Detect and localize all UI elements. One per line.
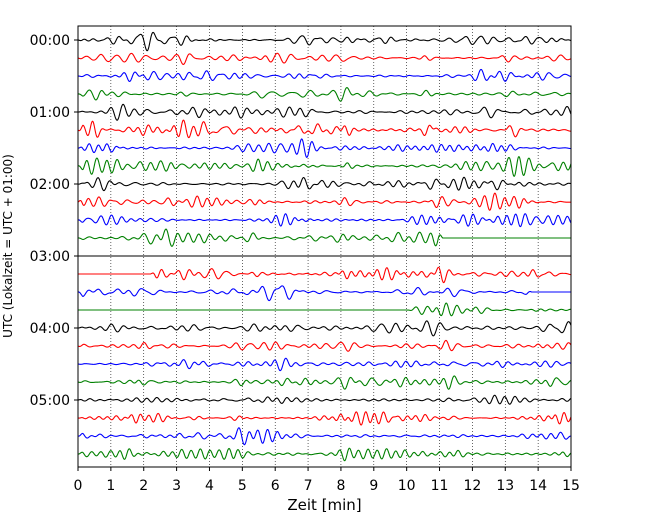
y-axis-label: UTC (Lokalzeit = UTC + 01:00) [1, 154, 15, 338]
x-axis-label: Zeit [min] [287, 496, 361, 514]
x-tick-label-1: 1 [106, 478, 115, 494]
y-tick-label-00:00: 00:00 [30, 33, 70, 49]
trace-13 [77, 266, 572, 284]
x-tick-label-7: 7 [304, 478, 313, 494]
trace-11 [77, 228, 572, 247]
y-tick-label-05:00: 05:00 [30, 393, 70, 409]
x-tick-label-6: 6 [271, 478, 280, 494]
trace-15 [77, 302, 572, 317]
trace-1 [77, 52, 572, 65]
trace-14 [77, 285, 572, 302]
trace-18 [77, 357, 572, 372]
trace-10 [77, 213, 572, 228]
trace-23 [77, 447, 572, 462]
x-tick-label-8: 8 [336, 478, 345, 494]
y-axis: 00:00 01:00 02:00 03:00 04:00 05:00 [30, 33, 78, 409]
y-tick-label-02:00: 02:00 [30, 177, 70, 193]
x-tick-label-0: 0 [74, 478, 83, 494]
trace-4 [77, 103, 572, 121]
trace-7 [77, 156, 572, 177]
trace-19 [77, 375, 572, 390]
x-tick-label-2: 2 [139, 478, 148, 494]
trace-17 [77, 339, 572, 352]
grid-lines [110, 26, 539, 467]
x-tick-label-15: 15 [562, 478, 580, 494]
x-tick-label-11: 11 [431, 478, 449, 494]
trace-0 [77, 31, 572, 52]
trace-6 [77, 138, 572, 158]
trace-20 [77, 394, 572, 405]
trace-group [77, 31, 572, 462]
x-tick-label-9: 9 [369, 478, 378, 494]
trace-5 [77, 119, 572, 139]
y-tick-label-03:00: 03:00 [30, 249, 70, 265]
x-tick-label-14: 14 [529, 478, 547, 494]
x-tick-label-3: 3 [172, 478, 181, 494]
x-tick-label-5: 5 [238, 478, 247, 494]
trace-21 [77, 411, 572, 426]
plot-frame [77, 25, 572, 468]
x-axis: 0 1 2 3 4 5 6 7 8 9 10 11 12 13 14 15 [74, 467, 580, 494]
x-tick-label-4: 4 [205, 478, 214, 494]
x-tick-label-12: 12 [463, 478, 481, 494]
trace-2 [77, 68, 572, 82]
y-tick-label-01:00: 01:00 [30, 105, 70, 121]
x-tick-label-10: 10 [398, 478, 416, 494]
trace-3 [77, 87, 572, 102]
trace-9 [77, 192, 572, 211]
trace-16 [77, 320, 572, 337]
trace-22 [77, 427, 572, 446]
y-tick-label-04:00: 04:00 [30, 321, 70, 337]
x-tick-label-13: 13 [496, 478, 514, 494]
trace-8 [77, 176, 572, 192]
